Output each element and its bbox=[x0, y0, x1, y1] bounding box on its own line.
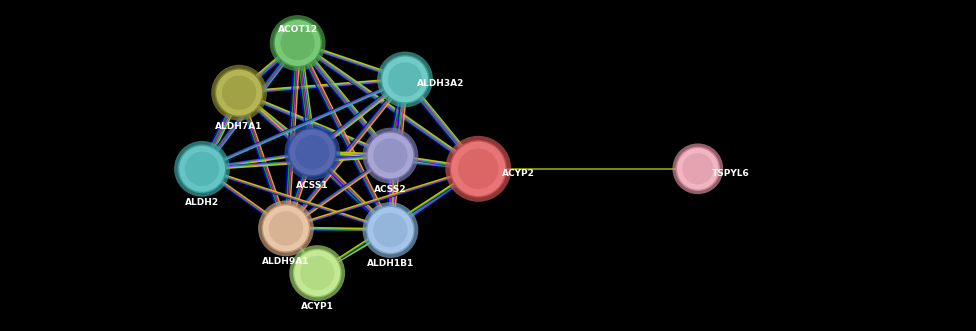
Text: ALDH1B1: ALDH1B1 bbox=[367, 259, 414, 268]
Ellipse shape bbox=[373, 138, 408, 173]
Ellipse shape bbox=[367, 132, 414, 179]
Ellipse shape bbox=[174, 141, 230, 197]
Ellipse shape bbox=[450, 141, 507, 197]
Ellipse shape bbox=[211, 65, 267, 120]
Ellipse shape bbox=[382, 56, 428, 103]
Ellipse shape bbox=[300, 256, 335, 290]
Ellipse shape bbox=[274, 20, 321, 67]
Ellipse shape bbox=[184, 152, 220, 186]
Text: ACSS1: ACSS1 bbox=[296, 181, 329, 190]
Ellipse shape bbox=[362, 202, 419, 258]
Ellipse shape bbox=[269, 15, 326, 71]
Ellipse shape bbox=[445, 136, 511, 202]
Text: ACYP2: ACYP2 bbox=[502, 169, 535, 178]
Ellipse shape bbox=[362, 128, 419, 183]
Ellipse shape bbox=[280, 26, 315, 60]
Text: TSPYL6: TSPYL6 bbox=[712, 169, 750, 178]
Ellipse shape bbox=[387, 62, 423, 97]
Ellipse shape bbox=[263, 205, 309, 252]
Text: ALDH9A1: ALDH9A1 bbox=[263, 258, 309, 266]
Ellipse shape bbox=[289, 129, 336, 176]
Ellipse shape bbox=[295, 135, 330, 169]
Ellipse shape bbox=[216, 69, 263, 116]
Ellipse shape bbox=[289, 245, 346, 301]
Text: ACYP1: ACYP1 bbox=[301, 302, 334, 311]
Ellipse shape bbox=[458, 149, 499, 189]
Ellipse shape bbox=[258, 201, 314, 256]
Ellipse shape bbox=[222, 75, 257, 110]
Ellipse shape bbox=[676, 147, 719, 190]
Text: ALDH2: ALDH2 bbox=[185, 198, 219, 207]
Text: ALDH3A2: ALDH3A2 bbox=[417, 79, 465, 88]
Text: ACOT12: ACOT12 bbox=[277, 25, 318, 34]
Ellipse shape bbox=[367, 207, 414, 254]
Ellipse shape bbox=[682, 153, 713, 184]
Text: ALDH7A1: ALDH7A1 bbox=[216, 122, 263, 131]
Ellipse shape bbox=[284, 124, 341, 180]
Ellipse shape bbox=[672, 143, 723, 194]
Ellipse shape bbox=[373, 213, 408, 247]
Ellipse shape bbox=[268, 211, 304, 246]
Ellipse shape bbox=[179, 145, 225, 192]
Ellipse shape bbox=[377, 52, 433, 107]
Ellipse shape bbox=[294, 250, 341, 297]
Text: ACSS2: ACSS2 bbox=[374, 185, 407, 194]
